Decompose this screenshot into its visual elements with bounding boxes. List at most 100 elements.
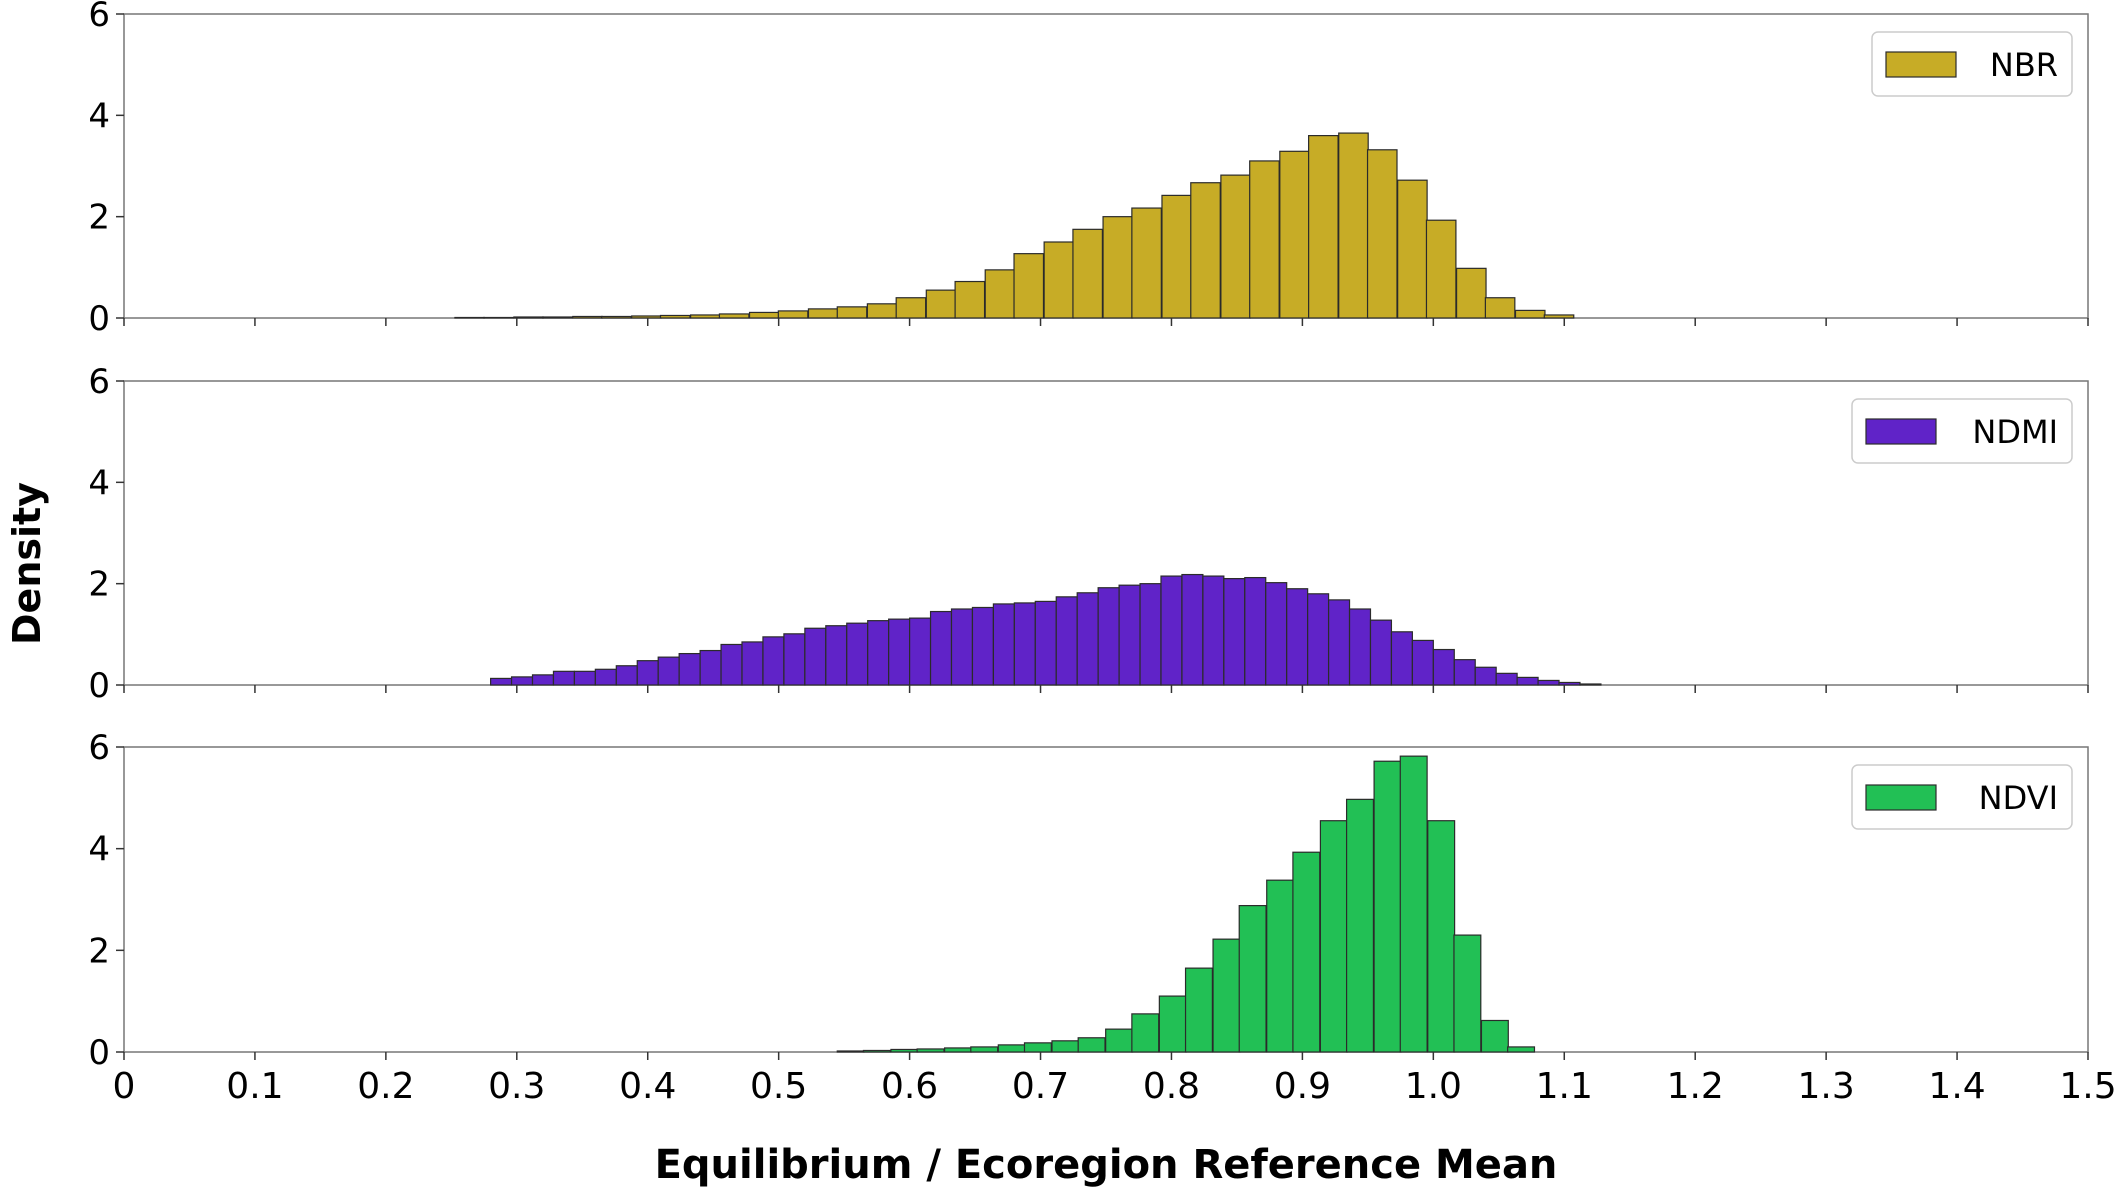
histogram-bar xyxy=(1265,582,1288,686)
histogram-bar xyxy=(513,316,544,319)
histogram-bar xyxy=(1345,798,1375,1053)
histogram-bar xyxy=(783,633,806,686)
legend-label: NDMI xyxy=(1972,413,2058,451)
histogram-bar xyxy=(552,670,576,686)
histogram-bar xyxy=(1319,820,1348,1053)
histogram-bar xyxy=(1244,576,1267,686)
histogram-bar xyxy=(1432,648,1455,686)
histogram-bar xyxy=(741,641,764,686)
x-tick-label: 0.8 xyxy=(1143,1066,1200,1107)
histogram-bar xyxy=(777,310,809,319)
y-axis-label: Density xyxy=(5,482,49,645)
histogram-bar xyxy=(1286,588,1309,686)
histogram-bar xyxy=(1373,760,1402,1053)
x-tick-label: 0.3 xyxy=(488,1066,545,1107)
histogram-bar xyxy=(1034,600,1057,686)
histogram-bar xyxy=(1411,639,1434,686)
panel-nbr: 0 2 4 6 NBR xyxy=(88,0,2089,339)
histogram-bar xyxy=(836,306,868,319)
histogram-bar xyxy=(836,1050,865,1053)
x-tick-label: 0 xyxy=(113,1066,136,1107)
histogram-bar xyxy=(1266,879,1295,1053)
histogram-bar xyxy=(454,316,485,319)
histogram-bar xyxy=(1399,755,1428,1053)
histogram-bar xyxy=(970,1046,999,1053)
x-axis-label: Equilibrium / Ecoregion Reference Mean xyxy=(654,1142,1558,1188)
histogram-bar xyxy=(846,622,869,686)
histogram-bar xyxy=(748,311,780,319)
x-tick-label: 1.2 xyxy=(1667,1066,1724,1107)
y-tick-label: 0 xyxy=(88,666,110,706)
y-tick-label: 2 xyxy=(88,931,110,971)
histogram-bar xyxy=(895,297,927,319)
histogram-bar xyxy=(1131,207,1162,319)
histogram-bar xyxy=(572,315,603,319)
histogram-bar xyxy=(1249,160,1280,319)
histogram-bar xyxy=(862,1049,891,1053)
histogram-bar xyxy=(1105,1028,1134,1053)
histogram-bar xyxy=(1190,182,1221,319)
histogram-bar xyxy=(483,316,514,319)
histogram-bar xyxy=(929,610,953,686)
histogram-bar xyxy=(1072,228,1103,319)
histogram-bar xyxy=(1013,602,1036,686)
legend-box xyxy=(1851,398,2073,464)
x-tick-label: 0.6 xyxy=(881,1066,938,1107)
x-tick-label: 0.2 xyxy=(357,1066,414,1107)
legend-box xyxy=(1851,764,2073,830)
histogram-bar xyxy=(1397,179,1428,319)
histogram-bar xyxy=(1220,174,1251,319)
histogram-bar xyxy=(531,674,555,686)
histogram-bar xyxy=(1076,592,1099,686)
histogram-bar xyxy=(804,627,827,686)
histogram-bar xyxy=(1023,1042,1052,1053)
histogram-bar xyxy=(1292,851,1321,1053)
legend-box xyxy=(1871,31,2073,97)
histogram-bar xyxy=(762,636,785,686)
histogram-bar xyxy=(1327,599,1351,686)
histogram-bar xyxy=(699,649,722,686)
histogram-bar xyxy=(997,1044,1026,1053)
histogram-bar xyxy=(1131,1013,1160,1053)
histogram-bar xyxy=(1051,1040,1080,1053)
histogram-bar xyxy=(1366,149,1398,319)
panel-ndmi: 0 2 4 6 NDMI xyxy=(88,362,2089,706)
histogram-bar xyxy=(1427,820,1456,1053)
y-tick-label: 6 xyxy=(88,728,110,768)
histogram-bar xyxy=(1558,681,1581,686)
histogram-bar xyxy=(1537,679,1560,686)
legend-swatch xyxy=(1865,784,1937,811)
legend: NBR xyxy=(1871,31,2073,97)
histogram-bar xyxy=(1453,934,1482,1053)
histogram-bar xyxy=(1077,1037,1106,1053)
histogram-bar xyxy=(888,618,911,686)
histogram-bar xyxy=(1308,135,1339,319)
plot-frame xyxy=(123,746,2089,1053)
histogram-bar xyxy=(1238,904,1267,1053)
x-tick-label: 0.7 xyxy=(1012,1066,1069,1107)
histogram-bar xyxy=(600,315,632,319)
histogram-bar xyxy=(992,603,1015,686)
histogram-bar xyxy=(1390,631,1413,686)
histogram-bar xyxy=(1348,608,1372,686)
histogram-bar xyxy=(825,625,848,686)
histogram-bar xyxy=(659,314,691,319)
legend-swatch xyxy=(1865,418,1937,445)
x-tick-label: 0.5 xyxy=(750,1066,807,1107)
y-tick-label: 0 xyxy=(88,1033,110,1073)
histogram-bar xyxy=(1474,666,1497,686)
histogram-bar xyxy=(1013,253,1045,319)
histogram-bar xyxy=(1223,577,1246,686)
histogram-bar xyxy=(594,668,617,686)
histogram-bar xyxy=(631,315,662,319)
histogram-bar xyxy=(720,643,743,686)
y-tick-label: 4 xyxy=(88,463,110,503)
histogram-bar xyxy=(1181,573,1204,686)
histogram-bar xyxy=(1455,267,1487,319)
y-tick-label: 2 xyxy=(88,198,110,238)
histogram-bar xyxy=(1338,132,1369,319)
histogram-bar xyxy=(1514,309,1546,319)
histogram-bar xyxy=(1139,583,1162,686)
histogram-bar xyxy=(950,608,974,686)
histogram-bar xyxy=(1507,1046,1536,1053)
